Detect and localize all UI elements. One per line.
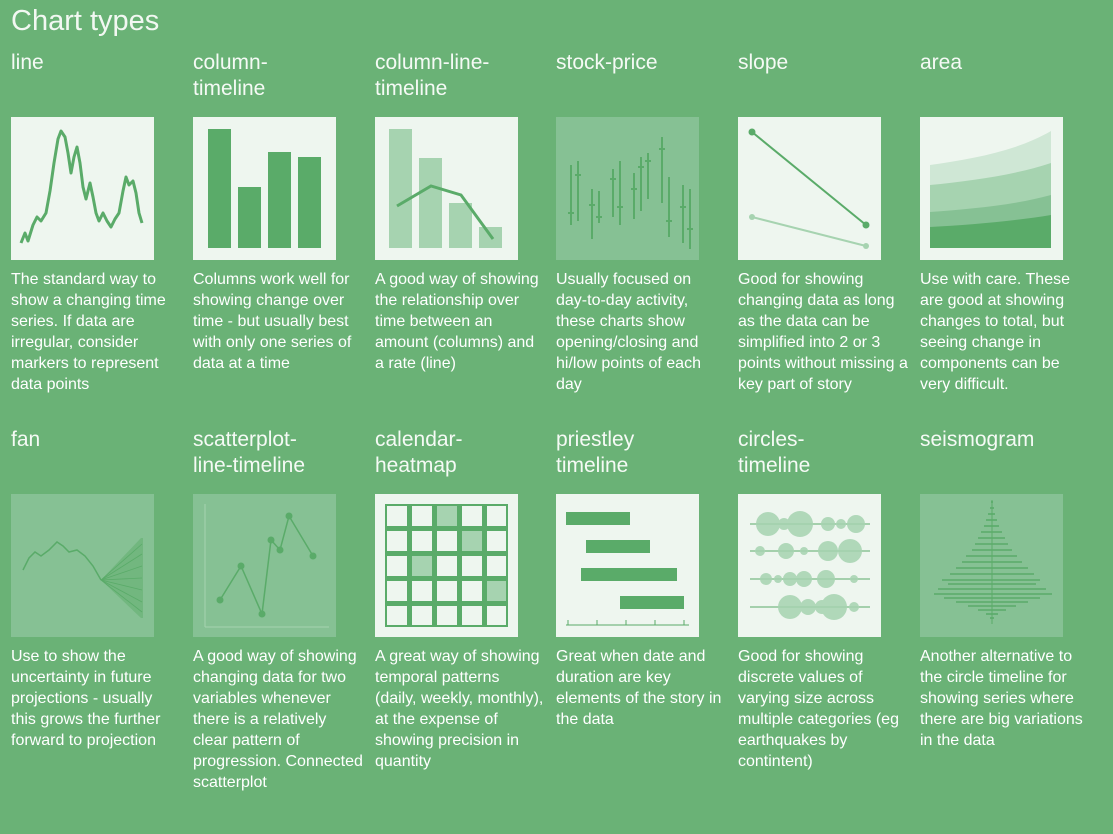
seismogram-chart-icon: [920, 494, 1063, 637]
chart-card-scatterplot-line-timeline[interactable]: scatterplot- line-timeline A good way of…: [193, 427, 363, 791]
chart-card-area[interactable]: area Use with care. These are good at sh…: [920, 50, 1090, 393]
chart-card-circles-timeline[interactable]: circles- timeline Good for showing discr…: [738, 427, 908, 770]
column-chart-icon: [193, 117, 336, 260]
card-title: area: [920, 51, 963, 74]
stock-price-chart-icon: [556, 117, 699, 260]
card-title: stock-price: [556, 51, 658, 74]
chart-card-column-timeline[interactable]: column- timeline Columns work well for s…: [193, 50, 363, 372]
card-description: Another alternative to the circle timeli…: [920, 648, 1083, 749]
card-description: The standard way to show a changing time…: [11, 271, 166, 393]
card-title: line: [11, 51, 44, 74]
card-title: scatterplot- line-timeline: [193, 428, 306, 477]
calendar-heatmap-icon: [375, 494, 518, 637]
priestley-timeline-icon: [556, 494, 699, 637]
circles-timeline-icon: [738, 494, 881, 637]
card-title: circles- timeline: [738, 428, 811, 477]
card-description: A great way of showing temporal patterns…: [375, 648, 544, 770]
card-description: A good way of showing the relationship o…: [375, 271, 539, 372]
card-description: Good for showing changing data as long a…: [738, 271, 908, 393]
card-description: Columns work well for showing change ove…: [193, 271, 352, 372]
card-title: priestley timeline: [556, 428, 635, 477]
chart-card-slope[interactable]: slope Good for showing changing data as …: [738, 50, 908, 393]
chart-card-priestley-timeline[interactable]: priestley timeline Great when date and d…: [556, 427, 726, 728]
chart-card-seismogram[interactable]: seismogram: [920, 427, 1090, 749]
card-title: fan: [11, 428, 41, 451]
chart-card-column-line-timeline[interactable]: column-line- timeline A good way of show…: [375, 50, 545, 372]
card-title: seismogram: [920, 428, 1035, 451]
chart-card-line[interactable]: line The standard way to show a changing…: [11, 50, 181, 393]
connected-scatterplot-icon: [193, 494, 336, 637]
card-title: column- timeline: [193, 51, 268, 100]
column-line-chart-icon: [375, 117, 518, 260]
page-title: Chart types: [11, 5, 160, 37]
line-chart-icon: [11, 117, 154, 260]
card-description: Usually focused on day-to-day activity, …: [556, 271, 701, 393]
slope-chart-icon: [738, 117, 881, 260]
chart-card-fan[interactable]: fan Use to show the uncertainty in futur…: [11, 427, 181, 749]
chart-card-stock-price[interactable]: stock-price Usually focused on day-to-da…: [556, 50, 726, 393]
card-title: column-line- timeline: [375, 51, 490, 100]
card-description: Use to show the uncertainty in future pr…: [11, 648, 161, 749]
card-title: slope: [738, 51, 789, 74]
card-description: A good way of showing changing data for …: [193, 648, 363, 791]
card-description: Great when date and duration are key ele…: [556, 648, 722, 728]
card-description: Use with care. These are good at showing…: [920, 271, 1070, 393]
card-description: Good for showing discrete values of vary…: [738, 648, 899, 770]
area-chart-icon: [920, 117, 1063, 260]
card-title: calendar- heatmap: [375, 428, 463, 477]
chart-card-calendar-heatmap[interactable]: calendar- heatmap A great way of showing…: [375, 427, 545, 770]
fan-chart-icon: [11, 494, 154, 637]
